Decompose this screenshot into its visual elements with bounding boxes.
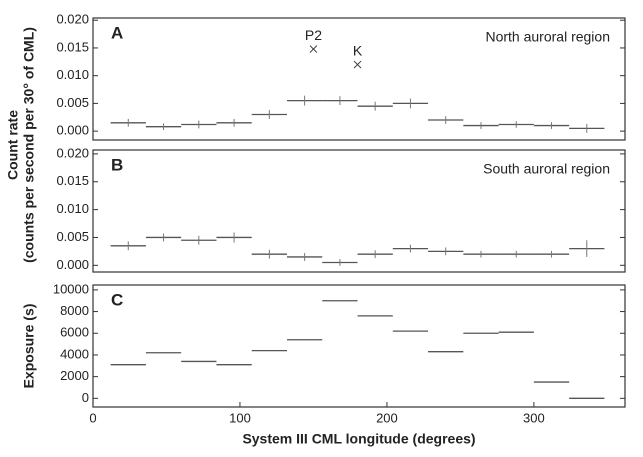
y-tick-label: 0.015 xyxy=(56,39,89,54)
y-axis-title: (counts per second per 30° of CML) xyxy=(21,27,37,263)
x-tick-label: 300 xyxy=(523,410,545,425)
x-axis-title: System III CML longitude (degrees) xyxy=(242,431,475,447)
y-tick-label: 0.010 xyxy=(56,201,89,216)
marker-label: K xyxy=(353,42,363,58)
y-tick-label: 4000 xyxy=(60,346,89,361)
y-tick-label: 0.020 xyxy=(56,12,89,27)
y-tick-label: 0.000 xyxy=(56,123,89,138)
panel-frame xyxy=(92,17,626,141)
y-axis-title: Count rate xyxy=(5,110,21,180)
region-label: South auroral region xyxy=(483,161,610,177)
y-tick-label: 10000 xyxy=(53,281,89,296)
y-tick-label: 6000 xyxy=(60,325,89,340)
x-tick-label: 100 xyxy=(229,410,251,425)
panel-frame xyxy=(92,284,626,408)
panel-frame xyxy=(92,149,626,273)
y-axis-title: Exposure (s) xyxy=(21,304,37,389)
y-tick-label: 0.015 xyxy=(56,173,89,188)
panel-letter: A xyxy=(111,23,123,42)
y-tick-label: 8000 xyxy=(60,303,89,318)
marker-cross xyxy=(309,45,318,53)
panel-letter: B xyxy=(111,155,123,174)
y-tick-label: 0.010 xyxy=(56,67,89,82)
marker-label: P2 xyxy=(305,27,322,43)
y-tick-label: 0.020 xyxy=(56,145,89,160)
y-tick-label: 2000 xyxy=(60,368,89,383)
y-tick-label: 0.005 xyxy=(56,95,89,110)
region-label: North auroral region xyxy=(485,29,610,45)
marker xyxy=(353,60,362,69)
y-tick-label: 0.000 xyxy=(56,257,89,272)
x-tick-label: 0 xyxy=(89,410,96,425)
x-tick-label: 200 xyxy=(376,410,398,425)
y-tick-label: 0 xyxy=(82,390,89,405)
y-tick-label: 0.005 xyxy=(56,229,89,244)
marker xyxy=(309,45,318,53)
panel-letter: C xyxy=(111,290,123,309)
marker-cross xyxy=(353,60,362,69)
